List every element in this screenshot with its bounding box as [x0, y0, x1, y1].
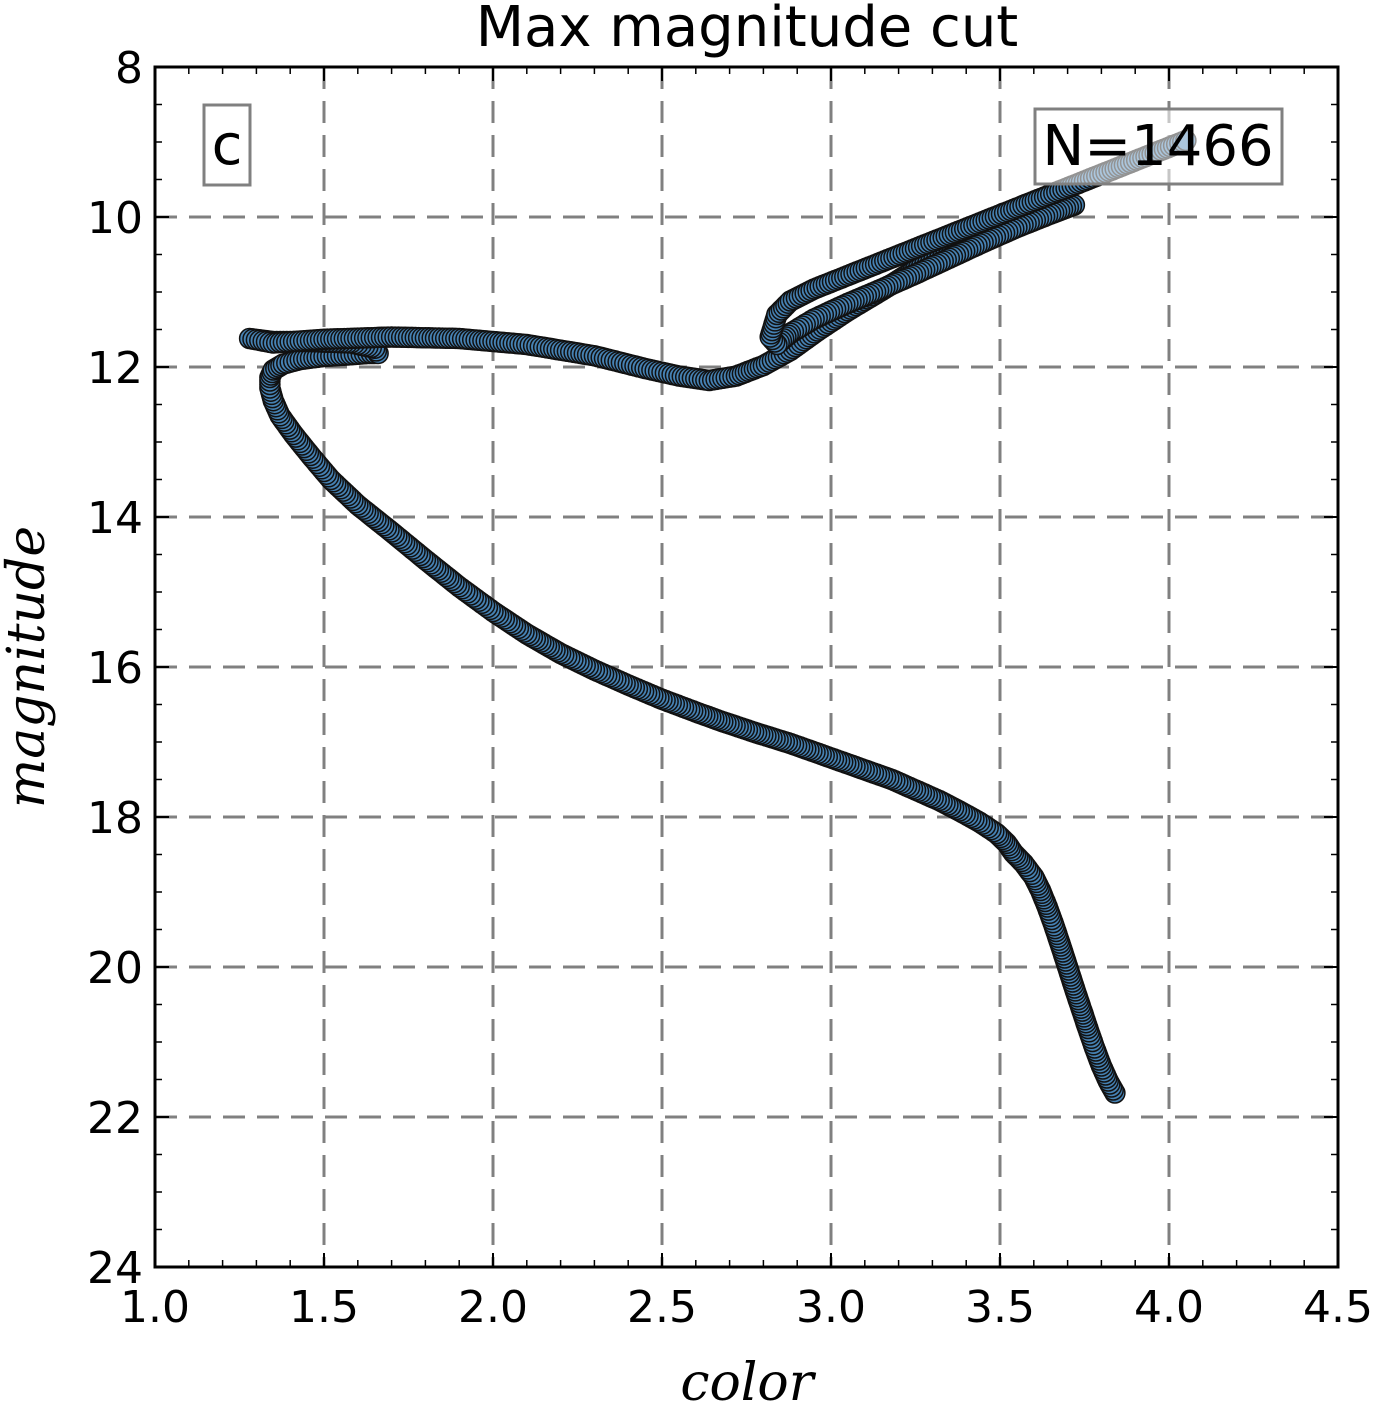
y-tick-label: 20 [87, 943, 143, 994]
y-tick-label: 8 [115, 43, 143, 94]
chart-title: Max magnitude cut [476, 0, 1019, 60]
panel-label: c [212, 113, 243, 178]
y-tick-label: 22 [87, 1093, 143, 1144]
grid-lines [155, 67, 1338, 1267]
panel-label-box: c [202, 103, 252, 187]
y-tick-label: 24 [87, 1243, 143, 1294]
y-tick-label: 14 [87, 493, 143, 544]
x-axis-label: color [680, 1353, 816, 1402]
plot-frame [153, 65, 1340, 1269]
x-tick-label: 3.0 [796, 1282, 866, 1333]
y-axis-label: magnitude [0, 526, 57, 808]
x-tick-label: 4.5 [1303, 1282, 1373, 1333]
y-tick-labels: 8 10 12 14 16 18 20 22 24 [87, 43, 143, 1294]
y-tick-label: 10 [87, 193, 143, 244]
x-tick-label: 2.5 [627, 1282, 697, 1333]
x-tick-labels: 1.0 1.5 2.0 2.5 3.0 3.5 4.0 4.5 [120, 1282, 1373, 1333]
y-tick-label: 18 [87, 793, 143, 844]
y-tick-label: 12 [87, 343, 143, 394]
count-label: N=1466 [1042, 114, 1273, 179]
count-label-box: N=1466 [1033, 107, 1284, 186]
x-tick-label: 3.5 [965, 1282, 1035, 1333]
data-points [238, 129, 1197, 1104]
y-tick-label: 16 [87, 643, 143, 694]
x-tick-label: 1.0 [120, 1282, 190, 1333]
count-label-frame [1033, 107, 1284, 186]
x-tick-label: 2.0 [458, 1282, 528, 1333]
x-tick-label: 1.5 [289, 1282, 359, 1333]
x-tick-label: 4.0 [1134, 1282, 1204, 1333]
panel-label-frame [202, 103, 252, 187]
